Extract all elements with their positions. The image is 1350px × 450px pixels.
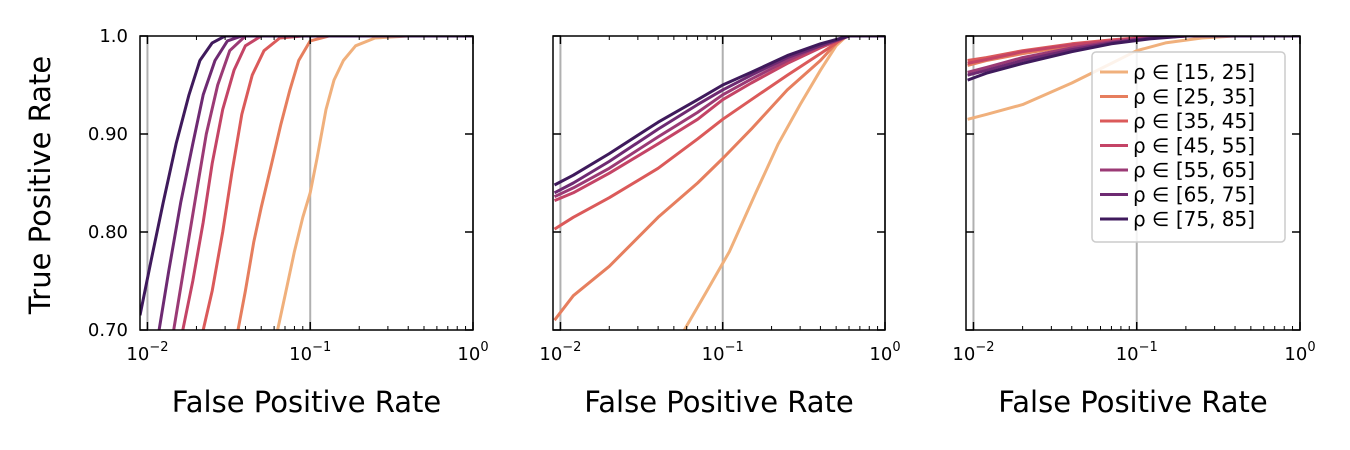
legend-label: ρ ∈ [35, 45]	[1133, 109, 1255, 133]
plot-frame	[965, 35, 1301, 331]
y-tick-label: 0.80	[88, 222, 128, 243]
plot-frame	[139, 35, 474, 331]
legend-label: ρ ∈ [45, 55]	[1133, 134, 1255, 158]
series-line-2	[236, 36, 473, 330]
x-tick-label: 10−2	[126, 340, 168, 365]
series-group	[553, 36, 885, 330]
legend: ρ ∈ [15, 25]ρ ∈ [25, 35]ρ ∈ [35, 45]ρ ∈ …	[1091, 51, 1286, 243]
legend-label: ρ ∈ [55, 65]	[1133, 158, 1255, 182]
panels: 10−2 10−1 100 0.70 0.80 0.90 1.0 False Positive…	[88, 26, 1316, 419]
x-tick-label: 10−2	[952, 340, 994, 365]
series-group	[140, 36, 473, 330]
x-tick-label: 10−1	[702, 340, 744, 365]
series-line-3	[553, 36, 885, 231]
x-axis-label: False Positive Rate	[584, 385, 854, 419]
x-tick-label: 10−1	[289, 340, 331, 365]
series-line-7	[140, 36, 473, 316]
series-line-4	[553, 36, 885, 202]
y-axis-label: True Positive Rate	[23, 56, 57, 315]
series-line-3	[201, 36, 473, 330]
legend-label: ρ ∈ [15, 25]	[1133, 60, 1255, 84]
y-tick-label: 0.70	[88, 320, 128, 341]
legend-label: ρ ∈ [75, 85]	[1133, 207, 1255, 231]
series-line-1	[276, 36, 473, 330]
series-line-1	[683, 36, 885, 330]
plot-frame	[552, 35, 886, 331]
x-axis-label: False Positive Rate	[172, 385, 442, 419]
x-tick-label: 10−2	[539, 340, 581, 365]
legend-label: ρ ∈ [65, 75]	[1133, 183, 1255, 207]
series-line-5	[553, 36, 885, 199]
series-line-4	[181, 36, 473, 330]
series-line-6	[553, 36, 885, 195]
x-tick-label: 100	[457, 340, 488, 365]
y-tick-label: 0.90	[88, 124, 128, 145]
legend-label: ρ ∈ [25, 35]	[1133, 85, 1255, 109]
x-tick-label: 10−1	[1116, 340, 1158, 365]
series-line-2	[553, 36, 885, 322]
x-axis-label: False Positive Rate	[998, 385, 1268, 419]
legend-box	[1091, 51, 1286, 243]
x-tick-label: 100	[1284, 340, 1315, 365]
panel-2: 10−2 10−1 100 False Positive Rate	[539, 35, 901, 419]
series-line-6	[157, 36, 473, 330]
panel-1: 10−2 10−1 100 0.70 0.80 0.90 1.0 False Positive…	[88, 26, 489, 419]
panel-3: 10−2 10−1 100 False Positive Rate ρ ∈ [15, 2…	[952, 35, 1316, 419]
y-tick-label: 1.0	[99, 26, 128, 47]
x-tick-label: 100	[869, 340, 900, 365]
series-line-5	[172, 36, 473, 330]
series-line-7	[553, 36, 885, 187]
